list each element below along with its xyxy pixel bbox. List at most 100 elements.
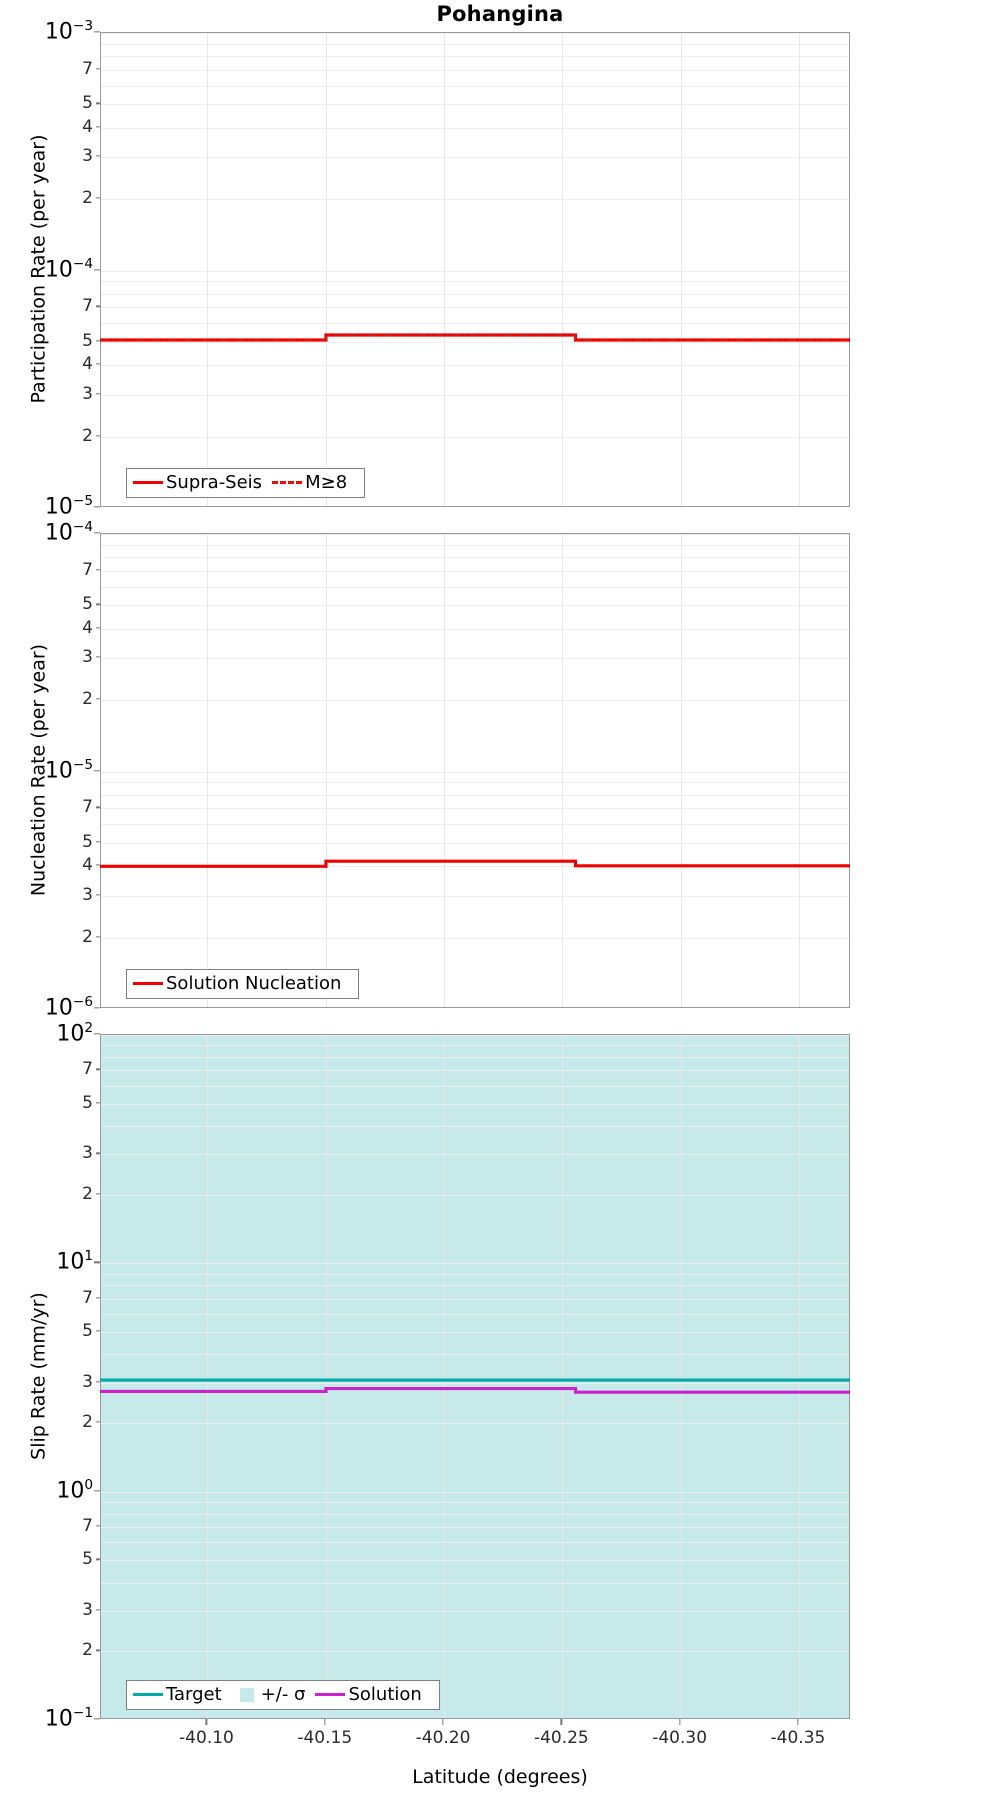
gridline-horizontal <box>101 43 849 45</box>
y-tick-label-minor: 3 <box>82 1371 93 1392</box>
gridline-horizontal <box>101 341 849 343</box>
gridline-vertical <box>798 33 800 506</box>
y-tick-label-major: 101 <box>56 1248 93 1275</box>
gridline-vertical <box>207 33 209 506</box>
chart-title: Pohangina <box>436 2 564 26</box>
y-tick-mark <box>94 1007 100 1009</box>
gridline-vertical <box>444 1035 446 1718</box>
y-tick-mark-minor <box>96 1297 100 1299</box>
y-tick-label-minor: 2 <box>82 1183 93 1204</box>
legend-item-solution[interactable]: Solution <box>315 1684 431 1705</box>
y-tick-mark-minor <box>96 197 100 199</box>
y-tick-label-minor: 3 <box>82 383 93 404</box>
y-tick-label-major: 10−3 <box>44 18 93 45</box>
legend-item-supra-seis[interactable]: Supra-Seis <box>133 472 272 493</box>
gridline-horizontal <box>101 1298 849 1300</box>
legend-label: Solution <box>348 1684 422 1705</box>
legend-nucleation[interactable]: Solution Nucleation <box>126 969 360 999</box>
gridline-vertical <box>680 534 682 1007</box>
gridline-horizontal <box>101 1045 849 1047</box>
gridline-horizontal <box>101 557 849 559</box>
y-tick-label-minor: 5 <box>82 330 93 351</box>
x-tick-mark <box>442 1719 444 1725</box>
y-tick-mark-minor <box>96 68 100 70</box>
x-tick-label: -40.30 <box>652 1728 708 1748</box>
y-tick-mark-minor <box>96 569 100 571</box>
legend-swatch-line <box>315 1693 346 1696</box>
y-tick-label-minor: 3 <box>82 1600 93 1621</box>
panel-slip-rate: Slip Rate (mm/yr) Target +/- σ Solution 10… <box>27 1021 850 1748</box>
y-tick-label-minor: 7 <box>82 1516 93 1537</box>
y-tick-mark-minor <box>96 1330 100 1332</box>
y-tick-mark-minor <box>96 1068 100 1071</box>
legend-item-target[interactable]: Target <box>133 1684 232 1705</box>
gridline-horizontal <box>101 1422 849 1424</box>
gridline-horizontal <box>101 157 849 159</box>
panel-participation-rate: Participation Rate (per year) Supra-Seis… <box>27 19 850 520</box>
gridline-horizontal <box>101 1651 849 1653</box>
y-tick-mark-minor <box>96 1558 100 1561</box>
y-tick-mark-minor <box>96 1152 100 1155</box>
gridline-horizontal <box>101 544 849 546</box>
y-tick-mark <box>94 268 100 271</box>
gridline-horizontal <box>101 1263 849 1265</box>
y-tick-mark-minor <box>96 841 100 843</box>
y-tick-label-major: 10−6 <box>44 994 93 1021</box>
y-tick-mark <box>94 1033 100 1035</box>
y-tick-mark-minor <box>96 340 100 342</box>
y-tick-label-minor: 7 <box>82 797 93 818</box>
y-tick-mark-minor <box>96 1192 100 1195</box>
y-tick-label-minor: 7 <box>82 296 93 317</box>
y-tick-label-minor: 3 <box>82 1143 93 1164</box>
gridline-horizontal <box>101 1313 849 1315</box>
gridline-horizontal <box>101 771 849 773</box>
y-tick-label-minor: 5 <box>82 594 93 615</box>
gridline-vertical <box>444 534 446 1007</box>
gridline-horizontal <box>101 1382 849 1384</box>
x-tick-label: -40.20 <box>415 1728 471 1748</box>
y-tick-mark-minor <box>96 393 100 395</box>
gridline-horizontal <box>101 1502 849 1504</box>
y-tick-mark-minor <box>96 1102 100 1104</box>
y-tick-label-minor: 5 <box>82 1321 93 1342</box>
y-tick-label-minor: 7 <box>82 1059 93 1080</box>
gridline-vertical <box>680 1035 682 1718</box>
legend-participation[interactable]: Supra-Seis M≥8 <box>126 468 366 498</box>
gridline-vertical <box>325 534 327 1007</box>
legend-swatch-dashdot <box>272 481 303 484</box>
y-tick-label-major: 100 <box>56 1476 93 1504</box>
gridline-horizontal <box>101 1491 849 1493</box>
legend-item-solution-nucleation[interactable]: Solution Nucleation <box>133 973 351 994</box>
y-tick-mark-minor <box>96 603 100 606</box>
panel-nucleation-rate: Nucleation Rate (per year) Solution Nucl… <box>27 520 850 1021</box>
gridline-horizontal <box>101 658 849 660</box>
legend-slip-rate[interactable]: Target +/- σ Solution <box>126 1680 440 1710</box>
y-tick-label-minor: 7 <box>82 1287 93 1308</box>
gridline-vertical <box>444 33 446 506</box>
legend-item-m-8[interactable]: M≥8 <box>272 472 357 493</box>
legend-item--[interactable]: +/- σ <box>232 1684 316 1705</box>
gridline-horizontal <box>101 782 849 784</box>
gridline-horizontal <box>101 85 849 87</box>
gridline-horizontal <box>101 365 849 366</box>
y-tick-mark <box>94 1718 100 1720</box>
x-axis-label: Latitude (degrees) <box>412 1766 588 1788</box>
gridline-horizontal <box>101 866 849 867</box>
legend-swatch-line <box>133 1693 163 1696</box>
gridline-horizontal <box>101 69 849 71</box>
y-tick-label-minor: 7 <box>82 58 93 79</box>
series-line-m-8 <box>100 333 850 342</box>
y-tick-mark <box>94 532 100 534</box>
y-tick-mark-minor <box>96 935 100 938</box>
y-tick-label-minor: 4 <box>82 354 93 374</box>
y-tick-label-minor: 2 <box>82 425 93 446</box>
y-axis-label-slip-rate: Slip Rate (mm/yr) <box>27 1291 49 1460</box>
y-tick-mark <box>94 1261 100 1263</box>
x-tick-mark <box>797 1719 799 1725</box>
y-tick-mark-minor <box>96 125 100 128</box>
gridline-horizontal <box>101 199 849 200</box>
gridline-horizontal <box>101 1527 849 1529</box>
y-tick-label-minor: 5 <box>82 1092 93 1113</box>
y-tick-label-minor: 3 <box>82 146 93 167</box>
gridline-horizontal <box>101 1582 849 1584</box>
